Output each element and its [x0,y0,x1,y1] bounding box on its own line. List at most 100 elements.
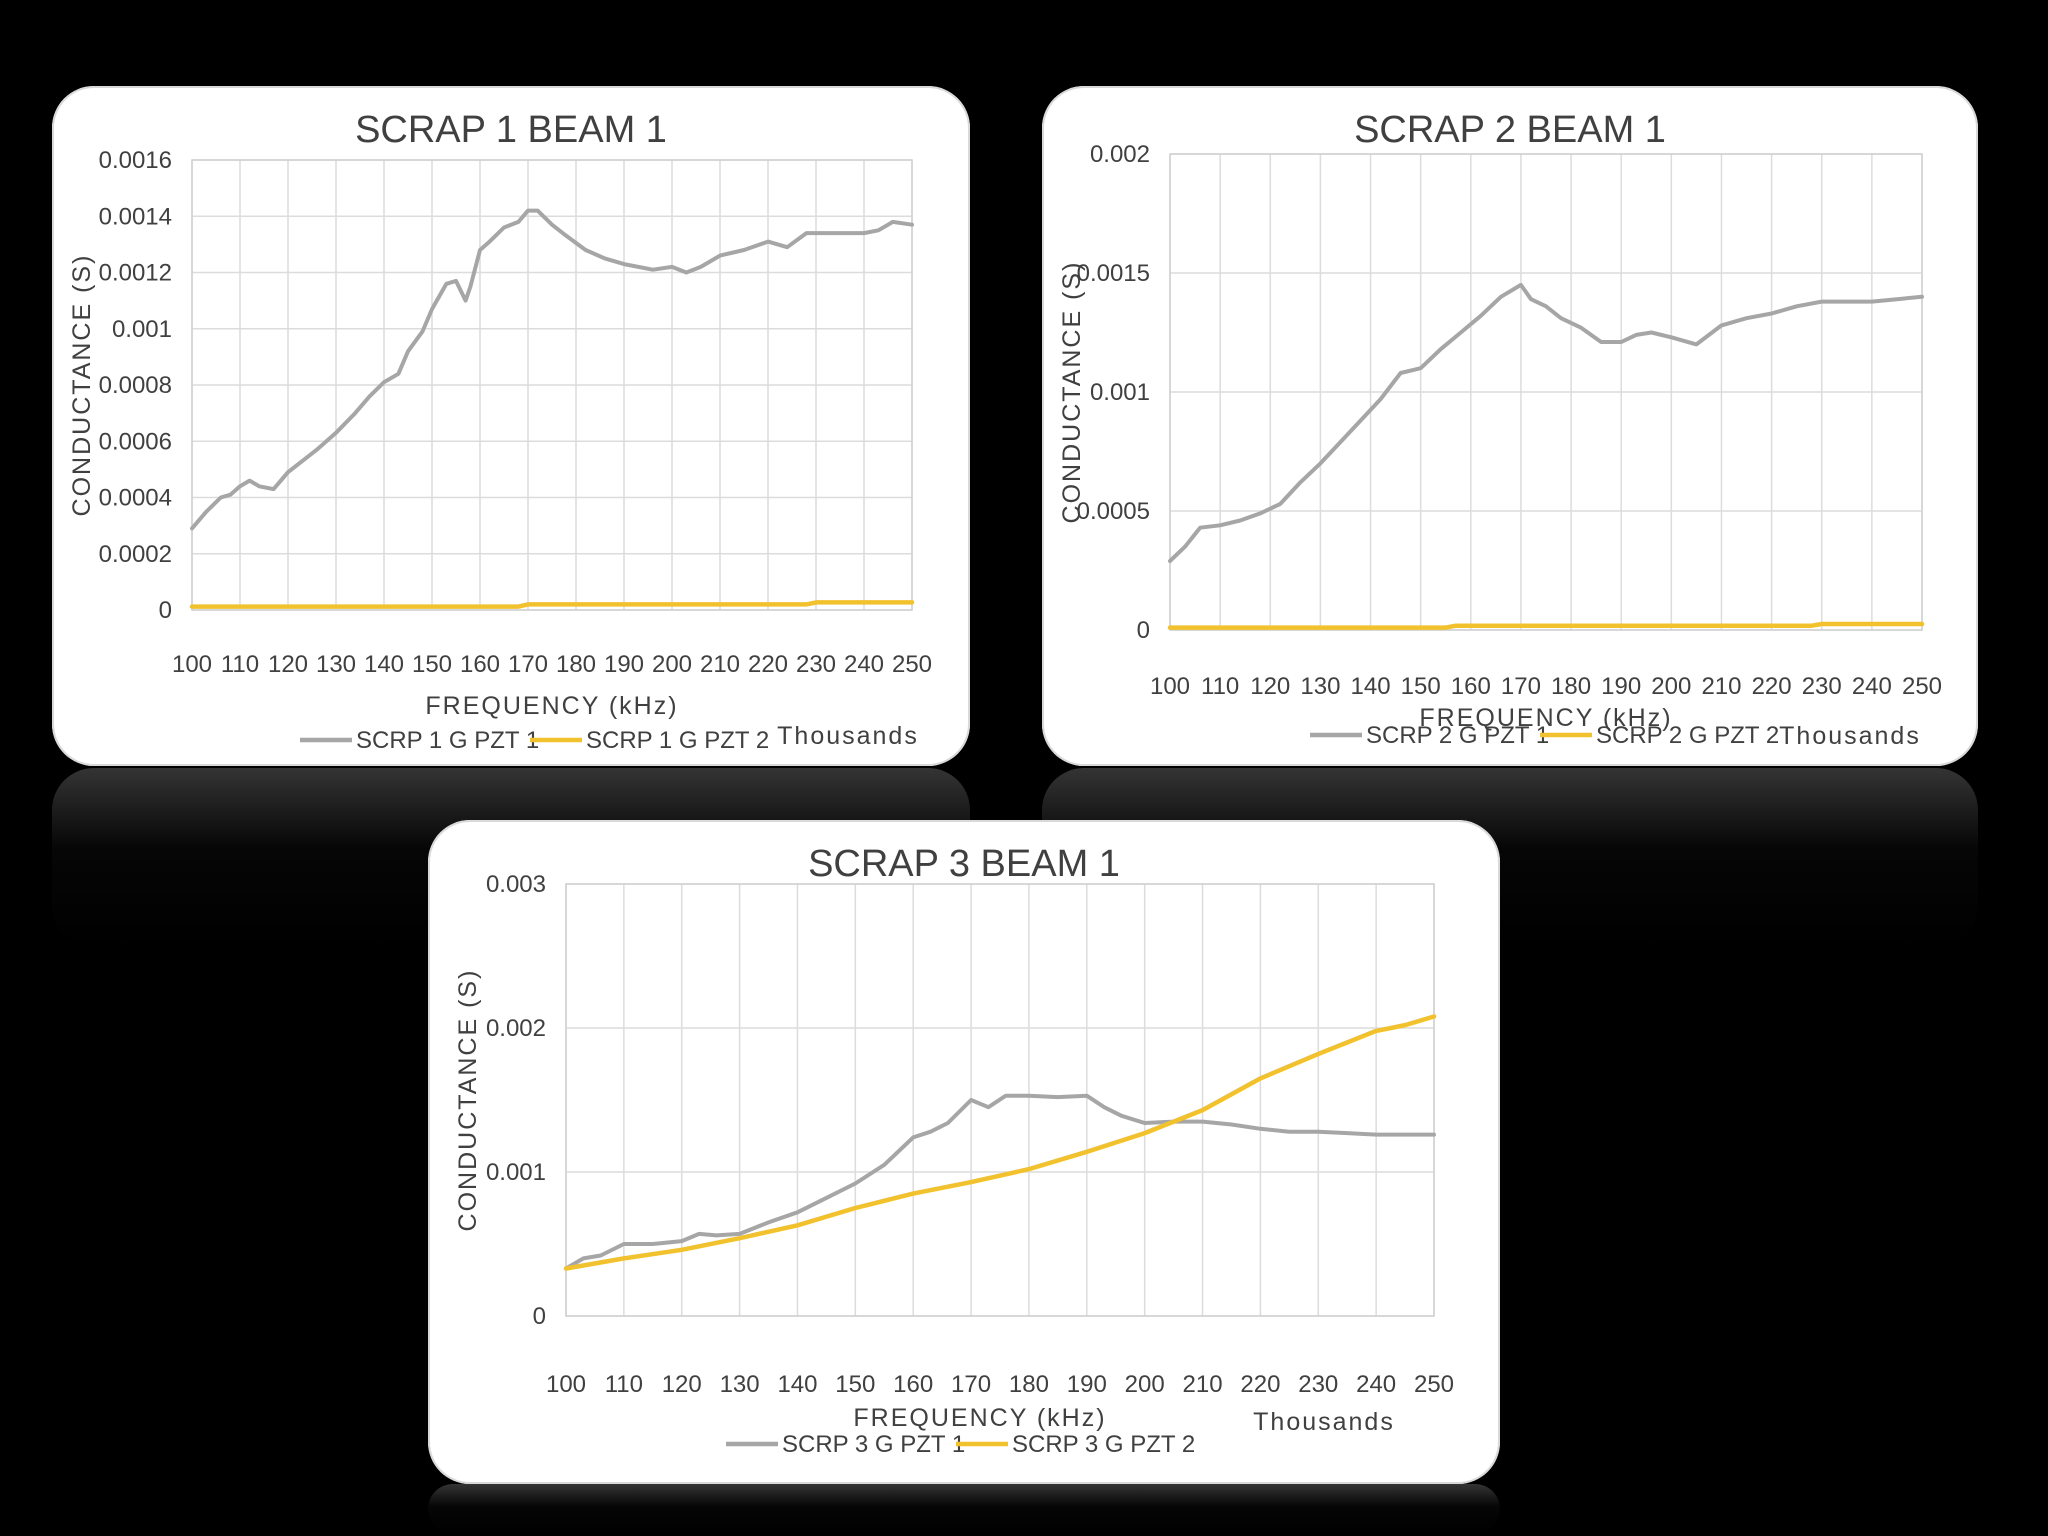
series-line-2 [1167,621,1925,630]
x-tick-label: 150 [412,651,452,678]
x-axis-label: FREQUENCY (kHz) [1419,704,1672,732]
y-tick-label: 0.0005 [1077,498,1150,525]
x-tick-label: 240 [1356,1371,1396,1398]
series-line-1 [190,208,914,531]
x-tick-label: 160 [1451,673,1491,700]
y-tick-label: 0.0006 [99,428,172,455]
plot-area [1169,153,1923,631]
y-tick-label: 0.003 [486,871,546,898]
y-tick-label: 0.0002 [99,541,172,568]
y-tick-label: 0 [1137,617,1150,644]
y-tick-label: 0.0015 [1077,260,1150,287]
x-tick-label: 150 [1401,673,1441,700]
x-tick-label: 140 [1351,673,1391,700]
x-tick-label: 240 [844,651,884,678]
x-tick-label: 220 [748,651,788,678]
x-tick-label: 200 [1125,1371,1165,1398]
x-tick-label: 160 [460,651,500,678]
y-axis-label: CONDUCTANCE (S) [68,254,96,517]
x-unit-label: Thousands [1253,1408,1395,1436]
x-tick-label: 210 [1183,1371,1223,1398]
chart-title: SCRAP 3 BEAM 1 [808,843,1120,885]
x-tick-label: 120 [662,1371,702,1398]
plot-area [191,159,913,611]
y-tick-label: 0.001 [486,1159,546,1186]
x-tick-label: 170 [508,651,548,678]
legend-entry: SCRP 1 G PZT 1 [356,727,539,754]
y-tick-label: 0.001 [112,316,172,343]
y-tick-label: 0 [159,597,172,624]
x-tick-label: 170 [951,1371,991,1398]
y-axis-label: CONDUCTANCE (S) [454,969,482,1232]
y-tick-label: 0.001 [1090,379,1150,406]
y-tick-label: 0.0012 [99,260,172,287]
series-line-2 [563,1014,1437,1271]
x-tick-label: 150 [835,1371,875,1398]
panel-reflection [428,1484,1500,1534]
legend-entry: SCRP 3 G PZT 1 [782,1431,965,1458]
y-tick-label: 0.0004 [99,485,172,512]
x-tick-label: 240 [1852,673,1892,700]
series-line-1 [564,1093,1436,1271]
x-tick-label: 130 [316,651,356,678]
x-unit-label: Thousands [777,722,919,750]
x-tick-label: 100 [546,1371,586,1398]
chart-scrap-3-beam-1: SCRAP 3 BEAM 1 100 110 120 130 140 150 160 170 18… [454,843,1454,1458]
chart-title: SCRAP 1 BEAM 1 [355,109,667,151]
y-tick-label: 0.0016 [99,147,172,174]
x-axis-label: FREQUENCY (kHz) [425,692,678,720]
y-tick-label: 0.0008 [99,372,172,399]
chart-scrap-1-beam-1: SCRAP 1 BEAM 1 100 110 120 130 140 150 160 170 18… [68,109,932,754]
legend-entry: SCRP 2 G PZT 1 [1366,722,1549,749]
y-tick-label: 0.002 [486,1015,546,1042]
x-tick-label: 250 [892,651,932,678]
plot-area [565,883,1435,1317]
x-tick-label: 130 [1300,673,1340,700]
x-tick-label: 190 [1601,673,1641,700]
x-tick-label: 160 [893,1371,933,1398]
series-line-1 [1168,282,1924,563]
x-tick-label: 170 [1501,673,1541,700]
x-tick-label: 110 [1201,673,1239,700]
x-tick-label: 100 [1150,673,1190,700]
legend-entry: SCRP 1 G PZT 2 [586,727,769,754]
chart-title: SCRAP 2 BEAM 1 [1354,109,1666,151]
chart-panel-scrap-2: SCRAP 2 BEAM 1 100 110 120 130 140 150 160 170 18… [1042,86,1978,766]
x-tick-label: 180 [556,651,596,678]
x-tick-label: 230 [1298,1371,1338,1398]
x-tick-label: 110 [221,651,259,678]
x-tick-label: 220 [1240,1371,1280,1398]
x-tick-label: 190 [604,651,644,678]
series-line-2 [189,600,915,609]
x-tick-label: 210 [700,651,740,678]
x-unit-label: Thousands [1779,722,1921,750]
x-tick-label: 100 [172,651,212,678]
x-tick-label: 130 [720,1371,760,1398]
chart-panel-scrap-1: SCRAP 1 BEAM 1 100 110 120 130 140 150 160 170 18… [52,86,970,766]
chart-scrap-2-beam-1: SCRAP 2 BEAM 1 100 110 120 130 140 150 160 170 18… [1058,109,1942,750]
chart-panel-scrap-3: SCRAP 3 BEAM 1 100 110 120 130 140 150 160 170 18… [428,820,1500,1484]
x-tick-label: 140 [364,651,404,678]
x-tick-label: 120 [268,651,308,678]
x-tick-label: 230 [796,651,836,678]
x-tick-label: 220 [1752,673,1792,700]
legend-entry: SCRP 3 G PZT 2 [1012,1431,1195,1458]
x-tick-label: 180 [1551,673,1591,700]
x-tick-label: 230 [1802,673,1842,700]
x-tick-label: 200 [652,651,692,678]
x-tick-label: 120 [1250,673,1290,700]
x-axis-label: FREQUENCY (kHz) [853,1404,1106,1432]
x-tick-label: 180 [1009,1371,1049,1398]
x-tick-label: 110 [605,1371,643,1398]
x-tick-label: 210 [1701,673,1741,700]
y-axis-label: CONDUCTANCE (S) [1058,261,1086,524]
x-tick-label: 250 [1414,1371,1454,1398]
x-tick-label: 250 [1902,673,1942,700]
x-tick-label: 140 [777,1371,817,1398]
legend-entry: SCRP 2 G PZT 2 [1596,722,1779,749]
x-tick-label: 190 [1067,1371,1107,1398]
y-tick-label: 0.002 [1090,141,1150,168]
y-tick-label: 0.0014 [99,203,172,230]
x-tick-label: 200 [1651,673,1691,700]
